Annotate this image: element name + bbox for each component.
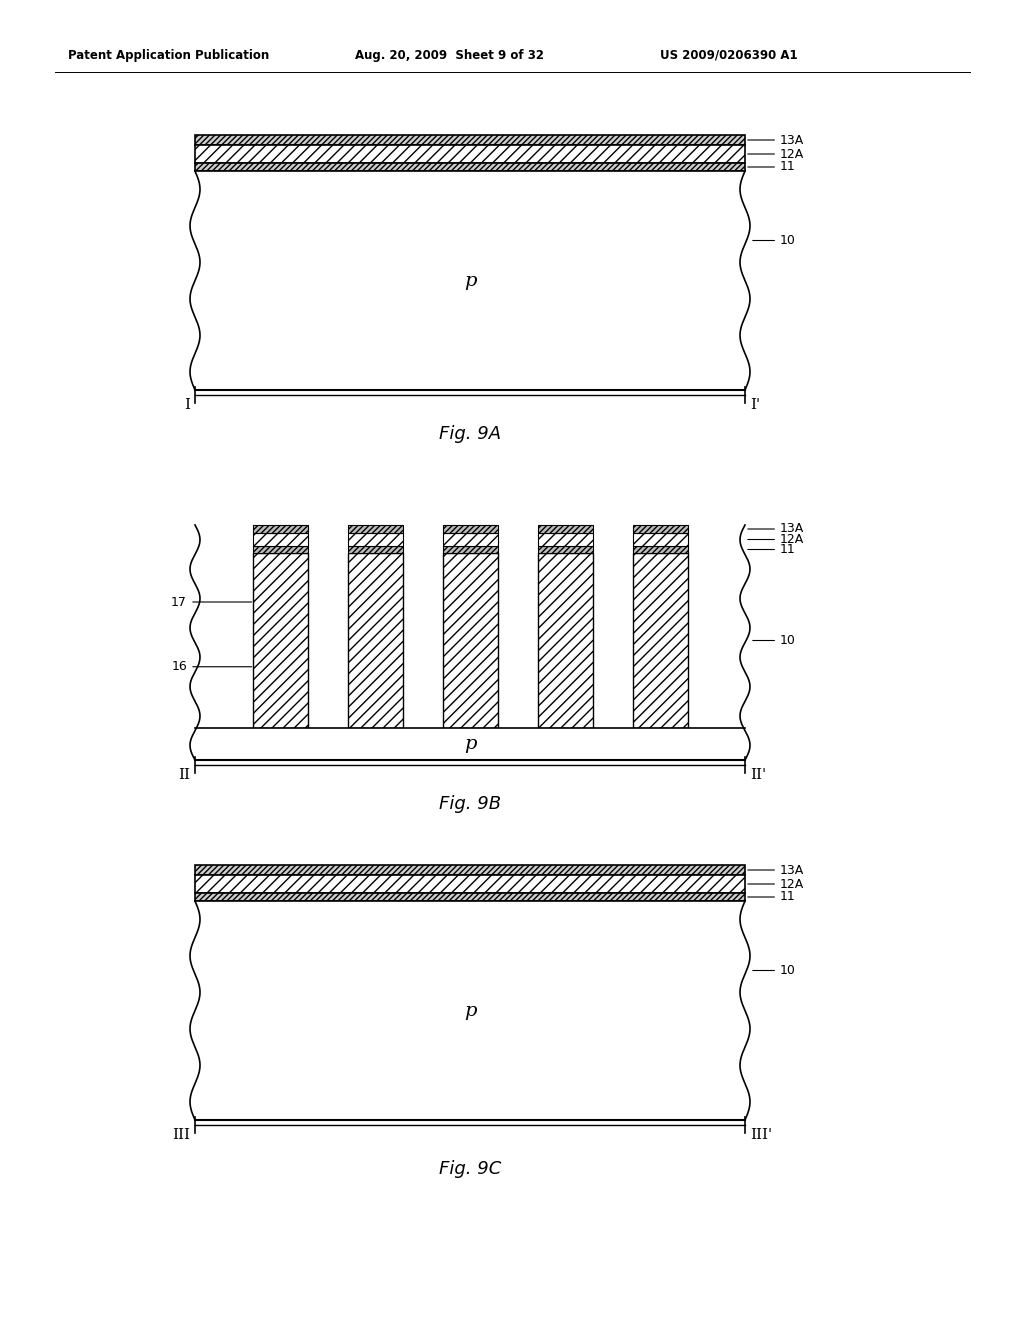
Bar — [347, 546, 402, 553]
Text: p: p — [464, 1002, 476, 1019]
Bar — [195, 894, 745, 902]
Bar — [442, 525, 498, 533]
Bar — [633, 533, 687, 546]
Bar — [253, 546, 307, 553]
Bar — [538, 525, 593, 533]
Bar — [538, 546, 593, 553]
Text: Aug. 20, 2009  Sheet 9 of 32: Aug. 20, 2009 Sheet 9 of 32 — [355, 49, 544, 62]
Text: Fig. 9B: Fig. 9B — [439, 795, 501, 813]
Text: 10: 10 — [753, 634, 796, 647]
Bar — [538, 553, 593, 729]
Text: II': II' — [750, 768, 766, 781]
Bar — [538, 533, 593, 546]
Text: 13A: 13A — [748, 863, 804, 876]
Text: US 2009/0206390 A1: US 2009/0206390 A1 — [660, 49, 798, 62]
Bar — [442, 546, 498, 553]
Bar — [633, 553, 687, 729]
Bar — [195, 729, 745, 760]
Bar — [442, 533, 498, 546]
Text: 13A: 13A — [748, 133, 804, 147]
Bar — [195, 145, 745, 162]
Text: I: I — [184, 399, 190, 412]
Bar — [633, 546, 687, 553]
Text: 11: 11 — [748, 161, 796, 173]
Bar — [253, 533, 307, 546]
Bar — [195, 172, 745, 389]
Text: 11: 11 — [748, 891, 796, 903]
Text: Patent Application Publication: Patent Application Publication — [68, 49, 269, 62]
Bar — [347, 553, 402, 729]
Text: III': III' — [750, 1129, 772, 1142]
Text: 12A: 12A — [748, 533, 804, 546]
Bar — [195, 902, 745, 1119]
Text: 10: 10 — [753, 964, 796, 977]
Bar — [633, 525, 687, 533]
Text: II: II — [178, 768, 190, 781]
Text: 17: 17 — [171, 595, 187, 609]
Text: 16: 16 — [171, 660, 187, 673]
Text: Fig. 9C: Fig. 9C — [439, 1160, 501, 1177]
Bar — [195, 875, 745, 894]
Bar — [195, 162, 745, 172]
Bar — [253, 553, 307, 729]
Text: 12A: 12A — [748, 148, 804, 161]
Text: Fig. 9A: Fig. 9A — [439, 425, 501, 444]
Bar — [442, 553, 498, 729]
Text: 11: 11 — [748, 543, 796, 556]
Bar — [347, 525, 402, 533]
Bar — [253, 525, 307, 533]
Text: 13A: 13A — [748, 523, 804, 536]
Text: I': I' — [750, 399, 760, 412]
Text: 12A: 12A — [748, 878, 804, 891]
Bar — [195, 135, 745, 145]
Bar — [195, 865, 745, 875]
Text: 10: 10 — [753, 234, 796, 247]
Text: III: III — [172, 1129, 190, 1142]
Text: p: p — [464, 735, 476, 752]
Text: p: p — [464, 272, 476, 289]
Bar — [347, 533, 402, 546]
